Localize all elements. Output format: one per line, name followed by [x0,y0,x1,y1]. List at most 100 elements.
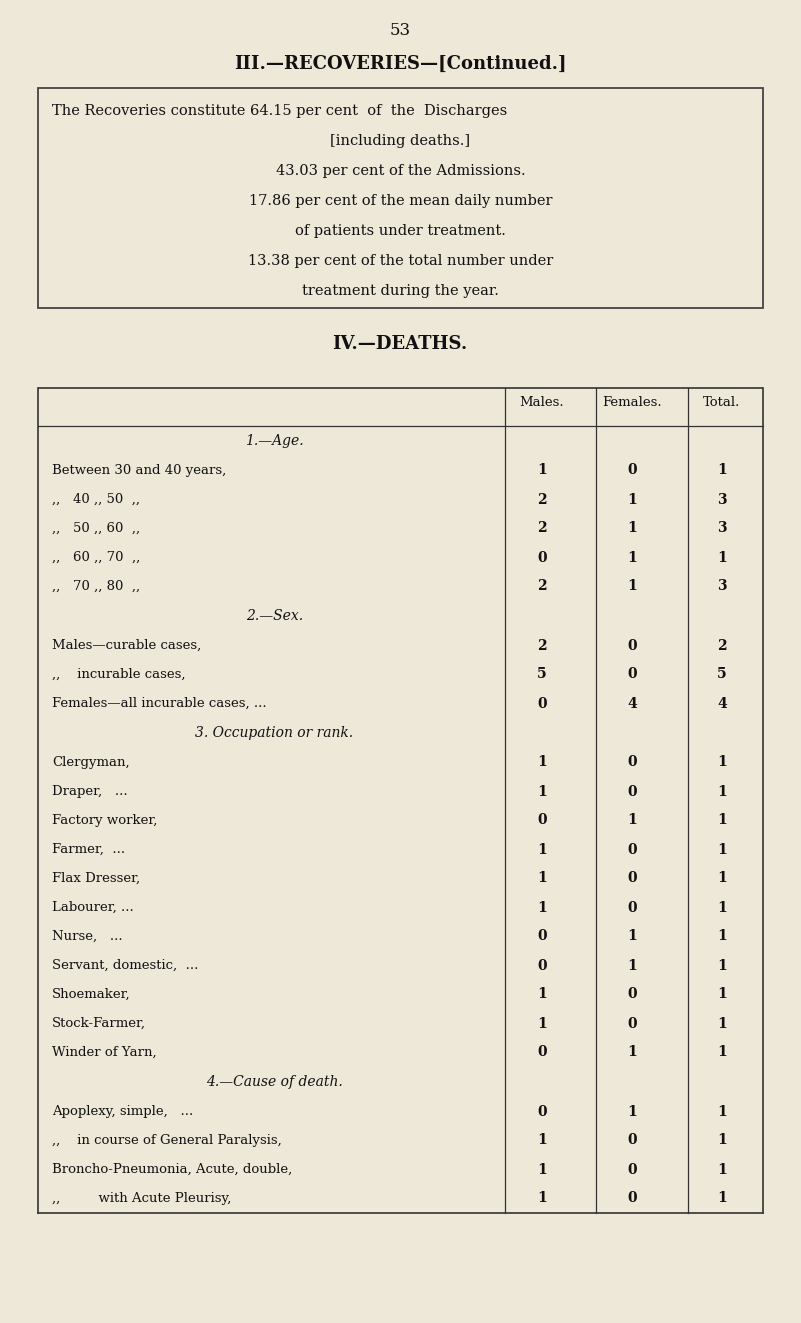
Text: 1: 1 [537,1134,547,1147]
Text: 1: 1 [717,901,727,914]
Bar [38,89,763,308]
Text: 1.—Age.: 1.—Age. [245,434,304,448]
Text: 0: 0 [627,1134,637,1147]
Text: Stock-Farmer,: Stock-Farmer, [52,1017,146,1031]
Text: Males—curable cases,: Males—curable cases, [52,639,201,652]
Text: ,,         with Acute Pleurisy,: ,, with Acute Pleurisy, [52,1192,231,1205]
Text: 1: 1 [627,1105,637,1118]
Text: ,,    incurable cases,: ,, incurable cases, [52,668,186,681]
Text: 0: 0 [627,463,637,478]
Text: 1: 1 [627,579,637,594]
Text: 0: 0 [627,755,637,770]
Text: 0: 0 [537,696,547,710]
Text: 1: 1 [627,1045,637,1060]
Text: 0: 0 [537,930,547,943]
Text: 0: 0 [537,958,547,972]
Text: 1: 1 [627,814,637,827]
Text: 43.03 per cent of the Admissions.: 43.03 per cent of the Admissions. [276,164,525,179]
Text: 0: 0 [627,1016,637,1031]
Text: 1: 1 [717,872,727,885]
Text: Broncho-Pneumonia, Acute, double,: Broncho-Pneumonia, Acute, double, [52,1163,292,1176]
Text: 2: 2 [717,639,727,652]
Text: 0: 0 [627,987,637,1002]
Text: 1: 1 [537,785,547,799]
Text: 0: 0 [627,901,637,914]
Text: 2: 2 [537,492,547,507]
Text: 2.—Sex.: 2.—Sex. [246,609,303,623]
Text: 3: 3 [717,579,727,594]
Text: 1: 1 [537,1016,547,1031]
Text: 1: 1 [537,463,547,478]
Text: 1: 1 [627,550,637,565]
Text: 1: 1 [537,987,547,1002]
Text: of patients under treatment.: of patients under treatment. [295,224,506,238]
Text: 1: 1 [537,843,547,856]
Text: 1: 1 [537,1163,547,1176]
Text: Females.: Females. [602,396,662,409]
Text: 1: 1 [717,1163,727,1176]
Text: Servant, domestic,  ...: Servant, domestic, ... [52,959,199,972]
Text: 1: 1 [717,843,727,856]
Text: 1: 1 [717,930,727,943]
Text: Winder of Yarn,: Winder of Yarn, [52,1046,157,1058]
Text: 2: 2 [537,579,547,594]
Text: IV.—DEATHS.: IV.—DEATHS. [332,335,468,353]
Text: Between 30 and 40 years,: Between 30 and 40 years, [52,464,226,478]
Text: 4: 4 [717,696,727,710]
Text: Males.: Males. [520,396,565,409]
Text: 0: 0 [627,639,637,652]
Text: 5: 5 [717,668,727,681]
Text: [including deaths.]: [including deaths.] [331,134,470,148]
Text: 2: 2 [537,521,547,536]
Text: 4: 4 [627,696,637,710]
Text: Labourer, ...: Labourer, ... [52,901,134,914]
Text: 2: 2 [537,639,547,652]
Text: 1: 1 [717,463,727,478]
Text: Nurse,   ...: Nurse, ... [52,930,123,943]
Text: 1: 1 [537,1192,547,1205]
Text: 1: 1 [717,1016,727,1031]
Text: 1: 1 [537,755,547,770]
Text: 1: 1 [717,987,727,1002]
Text: 4.—Cause of death.: 4.—Cause of death. [206,1076,343,1089]
Text: 0: 0 [627,785,637,799]
Text: 5: 5 [537,668,547,681]
Text: Factory worker,: Factory worker, [52,814,157,827]
Text: 13.38 per cent of the total number under: 13.38 per cent of the total number under [248,254,553,269]
Text: 1: 1 [627,958,637,972]
Text: treatment during the year.: treatment during the year. [302,284,499,298]
Text: 1: 1 [537,901,547,914]
Text: Flax Dresser,: Flax Dresser, [52,872,140,885]
Text: The Recoveries constitute 64.15 per cent  of  the  Discharges: The Recoveries constitute 64.15 per cent… [52,105,507,118]
Text: 53: 53 [389,22,411,38]
Text: Farmer,  ...: Farmer, ... [52,843,125,856]
Text: Total.: Total. [703,396,741,409]
Text: 0: 0 [537,550,547,565]
Text: 0: 0 [537,814,547,827]
Text: Shoemaker,: Shoemaker, [52,988,131,1002]
Text: 0: 0 [627,1192,637,1205]
Text: 1: 1 [717,814,727,827]
Text: 1: 1 [717,785,727,799]
Text: 0: 0 [627,668,637,681]
Text: 1: 1 [717,1134,727,1147]
Text: 1: 1 [537,872,547,885]
Text: Clergyman,: Clergyman, [52,755,130,769]
Text: 1: 1 [627,521,637,536]
Text: 17.86 per cent of the mean daily number: 17.86 per cent of the mean daily number [249,194,552,208]
Text: 0: 0 [537,1045,547,1060]
Text: 1: 1 [717,550,727,565]
Text: 1: 1 [627,930,637,943]
Text: Females—all incurable cases, ...: Females—all incurable cases, ... [52,697,267,710]
Text: 1: 1 [717,1105,727,1118]
Text: 3. Occupation or rank.: 3. Occupation or rank. [195,726,353,740]
Text: III.—RECOVERIES—[Continued.]: III.—RECOVERIES—[Continued.] [234,56,566,73]
Text: 0: 0 [627,843,637,856]
Text: 3: 3 [717,521,727,536]
Text: ,,   60 ,, 70  ,,: ,, 60 ,, 70 ,, [52,550,140,564]
Text: 1: 1 [717,958,727,972]
Text: ,,   40 ,, 50  ,,: ,, 40 ,, 50 ,, [52,493,140,505]
Text: 1: 1 [627,492,637,507]
Text: 0: 0 [627,1163,637,1176]
Text: 3: 3 [717,492,727,507]
